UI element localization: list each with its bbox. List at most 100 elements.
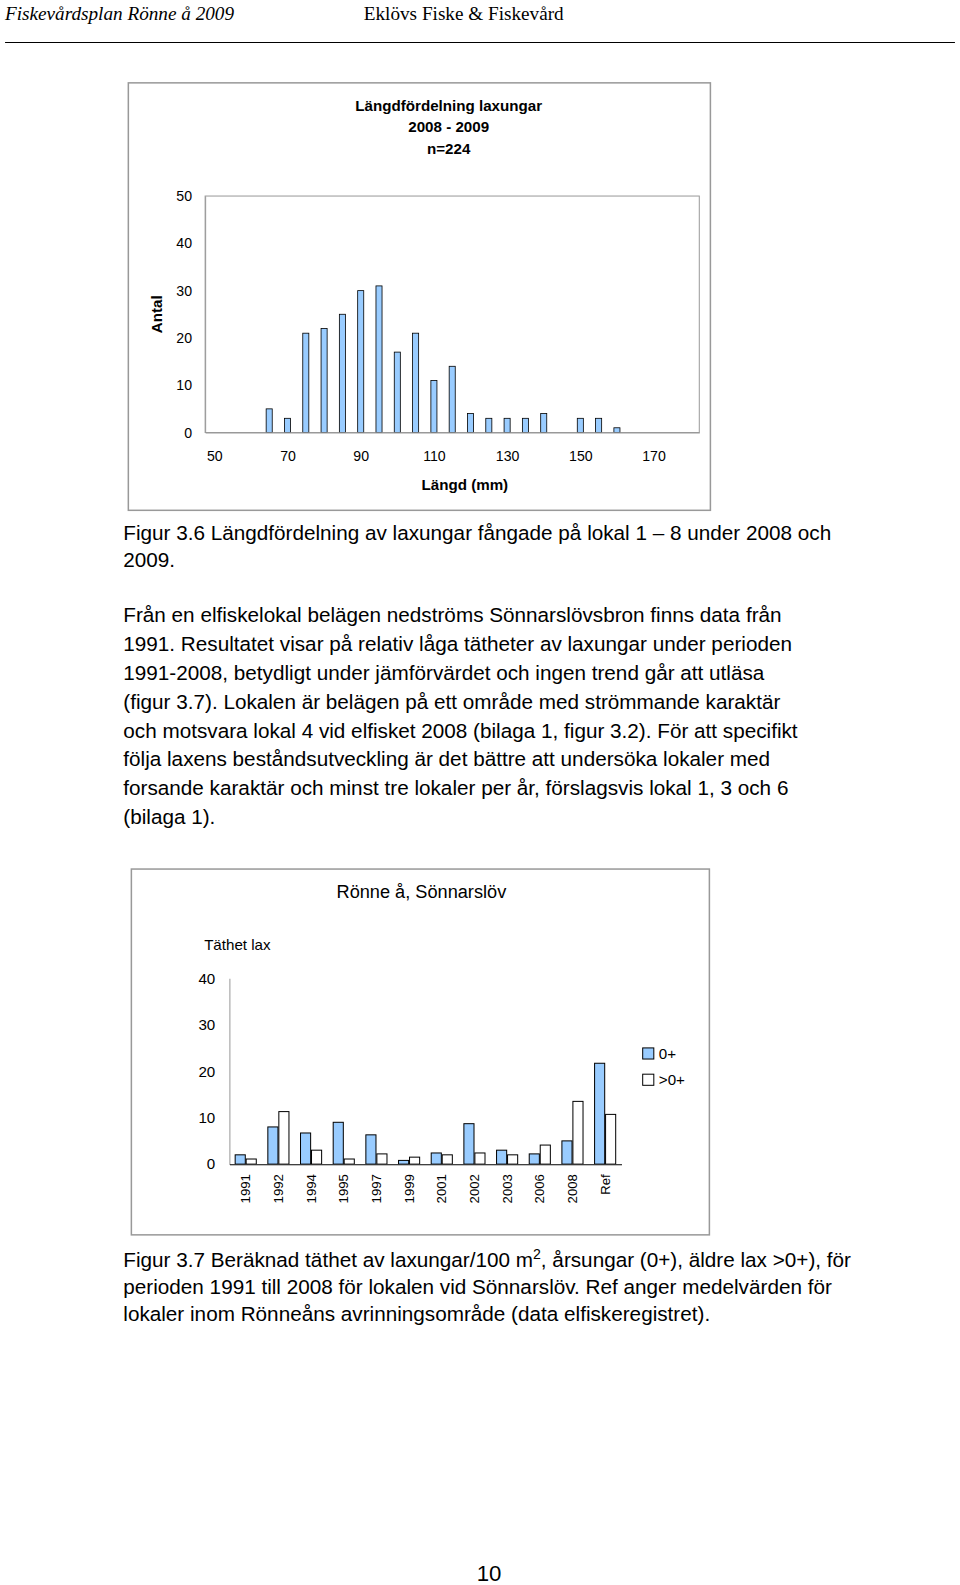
bar — [508, 1155, 518, 1164]
bar — [366, 1135, 376, 1164]
tick: 1991 — [238, 1164, 253, 1203]
bar — [344, 1159, 354, 1164]
legend-swatch — [643, 1074, 654, 1085]
tick-label: 20 — [198, 1063, 215, 1080]
bars — [235, 1063, 616, 1164]
plot-frame — [205, 196, 699, 432]
tick: 10 — [198, 1109, 229, 1126]
bars — [266, 286, 620, 433]
tick: 2002 — [467, 1164, 482, 1203]
bar — [504, 418, 510, 432]
header-rule — [5, 42, 955, 43]
tick: 70 — [280, 433, 296, 464]
bar — [266, 409, 272, 433]
tick-label: 0 — [184, 425, 192, 441]
body-text: och motsvara lokal 4 vid elfisket 2008 (… — [123, 719, 798, 742]
tick: 90 — [353, 433, 369, 464]
figure-caption: Figur 3.7 Beräknad täthet av laxungar/10… — [123, 1246, 851, 1271]
bar — [339, 314, 345, 432]
tick-label: 170 — [642, 448, 666, 464]
tick-label: 50 — [176, 188, 192, 204]
figure-caption: lokaler inom Rönneåns avrinningsområde (… — [123, 1302, 710, 1325]
bar — [279, 1112, 289, 1165]
bar — [464, 1124, 474, 1164]
tick: 0 — [184, 425, 205, 441]
chart-frame — [128, 83, 710, 510]
tick-label: 1995 — [336, 1174, 351, 1203]
bar — [321, 328, 327, 432]
series-bars — [235, 1063, 605, 1164]
y-axis-title: Antal — [148, 295, 165, 333]
bar — [431, 380, 437, 432]
axis-line — [205, 197, 206, 433]
tick-label: 1992 — [271, 1174, 286, 1203]
tick-label: 110 — [423, 448, 446, 464]
bar — [333, 1122, 343, 1164]
chart-title: 2008 - 2009 — [408, 118, 489, 135]
bar — [606, 1114, 616, 1164]
caption-text: , årsungar (0+), äldre lax >0+), för — [541, 1248, 851, 1271]
legend-label: >0+ — [659, 1071, 685, 1088]
tick-label: 1999 — [402, 1174, 417, 1203]
x-axis: 50 70 90 110 130 150 170 — [206, 433, 700, 464]
x-axis-title: Längd (mm) — [422, 476, 509, 493]
tick: 130 — [496, 433, 520, 464]
tick-label: 40 — [198, 970, 215, 987]
bar — [522, 418, 528, 432]
body-text: följa laxens beståndsutveckling är det b… — [123, 747, 770, 770]
bar — [475, 1153, 485, 1164]
bar — [596, 418, 602, 432]
superscript: 2 — [533, 1246, 541, 1262]
tick-label: 2002 — [467, 1174, 482, 1203]
x-axis: 1991199219941995199719992001200220032006… — [230, 1164, 622, 1203]
tick: 10 — [176, 377, 205, 393]
header-left: Fiskevårdsplan Rönne å 2009 — [4, 3, 234, 24]
tick: 50 — [207, 433, 223, 464]
axis-line — [206, 433, 700, 434]
bar — [442, 1155, 452, 1164]
body-text: Från en elfiskelokal belägen nedströms S… — [123, 603, 781, 626]
body-text: (figur 3.7). Lokalen är belägen på ett o… — [123, 690, 780, 713]
caption-text: Figur 3.7 Beräknad täthet av laxungar/10… — [123, 1248, 533, 1271]
y-axis-title: Täthet lax — [204, 936, 271, 953]
bar — [449, 366, 455, 432]
bar — [562, 1141, 572, 1164]
tick-label: 30 — [198, 1016, 215, 1033]
tick-label: 2008 — [565, 1174, 580, 1203]
tick: 2001 — [434, 1164, 449, 1203]
tick-label: 2001 — [434, 1174, 449, 1203]
chart-title: n=224 — [427, 140, 471, 157]
tick-label: 150 — [569, 448, 593, 464]
page: Fiskevårdsplan Rönne å 2009Eklövs Fiske … — [0, 0, 960, 1585]
bar — [394, 352, 400, 432]
bar — [559, 432, 565, 433]
bar — [540, 1145, 550, 1164]
tick: 0 — [207, 1155, 230, 1172]
tick: 1992 — [271, 1164, 286, 1203]
tick-label: 2003 — [500, 1174, 515, 1203]
body-text: forsande karaktär och minst tre lokaler … — [123, 776, 788, 799]
y-axis: 0 10 20 30 40 — [198, 970, 229, 1173]
bar — [399, 1160, 409, 1164]
series-bars — [246, 1101, 616, 1164]
tick: 1999 — [402, 1164, 417, 1203]
bar — [377, 1154, 387, 1164]
tick: Ref — [598, 1164, 613, 1195]
bar — [614, 428, 620, 433]
chart-title: Rönne å, Sönnarslöv — [337, 882, 508, 902]
tick: 20 — [198, 1063, 229, 1080]
body-text: (bilaga 1). — [123, 805, 215, 828]
bar — [431, 1153, 441, 1164]
legend-label: 0+ — [659, 1045, 676, 1062]
chart-length-distribution: Längdfördelning laxungar2008 - 2009n=224… — [128, 83, 710, 510]
bar — [376, 286, 382, 433]
bar — [467, 414, 473, 433]
tick-label: 2006 — [532, 1174, 547, 1203]
bar — [246, 1159, 256, 1164]
figure-caption: 2009. — [123, 548, 175, 571]
tick: 40 — [176, 235, 205, 251]
tick: 2006 — [532, 1164, 547, 1203]
bar — [410, 1157, 420, 1164]
bar — [312, 1150, 322, 1164]
tick-label: 20 — [176, 330, 192, 346]
